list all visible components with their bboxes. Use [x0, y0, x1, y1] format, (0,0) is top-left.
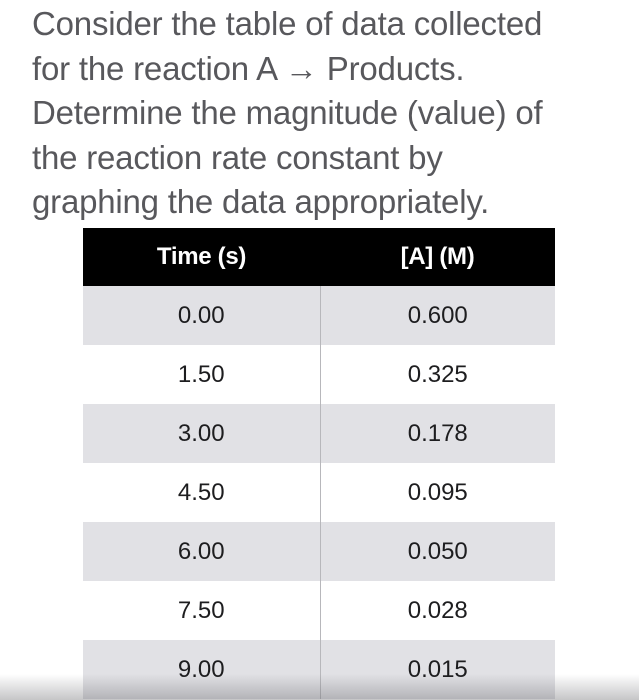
question-line: the reaction rate constant by: [32, 138, 443, 176]
table-row: 3.00 0.178: [83, 404, 555, 463]
question-line: Determine the magnitude (value) of: [32, 94, 543, 132]
table-row: 0.00 0.600: [83, 286, 555, 345]
concentration-cell: 0.095: [320, 463, 555, 522]
time-cell: 6.00: [83, 522, 321, 581]
time-cell: 3.00: [83, 404, 321, 463]
time-cell: 0.00: [83, 286, 321, 345]
question-line: graphing the data appropriately.: [32, 183, 490, 221]
table-row: 6.00 0.050: [83, 522, 555, 581]
table-row: 1.50 0.325: [83, 345, 555, 404]
concentration-cell: 0.600: [320, 286, 555, 345]
time-cell: 4.50: [83, 463, 321, 522]
table-row: 7.50 0.028: [83, 581, 555, 640]
time-cell: 9.00: [83, 640, 321, 699]
question-line: for the reaction A → Products.: [32, 49, 465, 87]
time-cell: 1.50: [83, 345, 321, 404]
table-header-row: Time (s) [A] (M): [83, 228, 555, 286]
concentration-cell: 0.050: [320, 522, 555, 581]
question-line: Consider the table of data collected: [32, 5, 543, 42]
time-cell: 7.50: [83, 581, 321, 640]
question-text: Consider the table of data collected for…: [32, 2, 632, 225]
concentration-cell: 0.178: [320, 404, 555, 463]
concentration-cell: 0.325: [320, 345, 555, 404]
table-row: 4.50 0.095: [83, 463, 555, 522]
table-row: 9.00 0.015: [83, 640, 555, 699]
concentration-cell: 0.015: [320, 640, 555, 699]
concentration-column-header: [A] (M): [320, 228, 555, 286]
concentration-cell: 0.028: [320, 581, 555, 640]
time-column-header: Time (s): [83, 228, 320, 286]
data-table: Time (s) [A] (M) 0.00 0.600 1.50 0.325 3…: [83, 228, 555, 699]
